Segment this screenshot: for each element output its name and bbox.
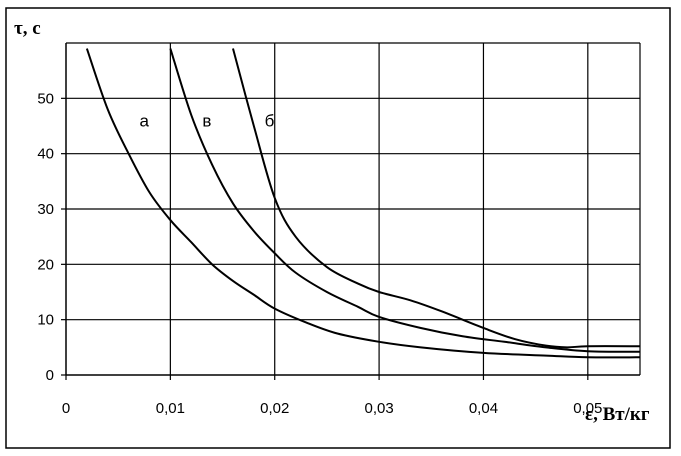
x-tick-label: 0,03: [364, 400, 393, 417]
series-line-3: [232, 48, 641, 349]
y-tick-label: 30: [37, 201, 54, 218]
x-axis-title: ε, Вт/кг: [585, 404, 650, 425]
y-tick-label: 20: [37, 256, 54, 273]
x-tick-label: 0,04: [469, 400, 498, 417]
tick-labels: 0 10 20 30 40 50 0 0,01 0,02 0,03 0,04 0,05: [37, 90, 602, 417]
y-tick-label: 0: [46, 367, 54, 384]
series-label-2: в: [202, 111, 211, 130]
series-line-2: [169, 48, 641, 353]
series-lines: [85, 48, 641, 359]
series-label-3: б: [265, 111, 275, 130]
outer-border: [5, 7, 671, 449]
x-tick-label: 0,01: [156, 400, 185, 417]
axes: [61, 43, 640, 380]
y-tick-label: 10: [37, 312, 54, 329]
y-tick-label: 50: [37, 90, 54, 107]
y-axis-title: τ, с: [14, 18, 41, 39]
x-tick-label: 0,05: [573, 400, 602, 417]
y-tick-label: 40: [37, 146, 54, 163]
x-tick-label: 0,02: [260, 400, 289, 417]
x-tick-label: 0: [62, 400, 70, 417]
grid: [66, 42, 641, 375]
series-line-1: [85, 48, 641, 359]
series-label-1: а: [140, 111, 150, 130]
